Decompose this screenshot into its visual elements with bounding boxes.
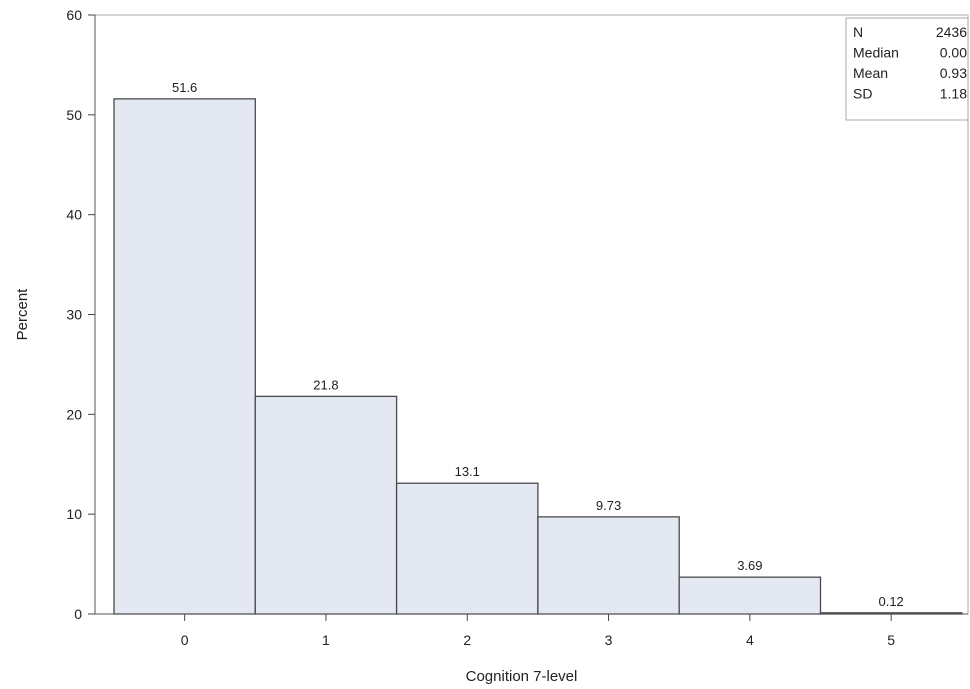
y-tick-label: 50 (66, 107, 82, 123)
stats-value: 2436 (936, 24, 967, 40)
bar-labels-layer: 51.6 21.8 13.1 9.73 3.69 0.12 (172, 80, 904, 609)
stats-value: 1.18 (940, 86, 967, 102)
bar-data-label: 9.73 (596, 498, 621, 513)
stats-label: N (853, 24, 863, 40)
stats-box-frame (845, 17, 969, 121)
bar-3 (537, 516, 680, 615)
x-axis-label: Cognition 7-level (466, 668, 578, 685)
stats-box: N 2436 Median 0.00 Mean 0.93 SD 1.18 (845, 17, 969, 121)
bar-1 (254, 395, 398, 615)
stats-value: 0.93 (940, 65, 967, 81)
stats-label: Median (853, 45, 899, 61)
bar-0 (113, 98, 256, 615)
bar-4 (678, 576, 822, 615)
x-tick-label: 2 (463, 632, 471, 648)
y-tick-label: 30 (66, 307, 82, 323)
stats-label: SD (853, 86, 872, 102)
x-tick-label: 3 (605, 632, 613, 648)
x-tick-label: 0 (181, 632, 189, 648)
y-tick-label: 60 (66, 7, 82, 23)
bar-data-label: 3.69 (737, 558, 762, 573)
bar-2 (395, 482, 539, 615)
bars-layer (113, 98, 963, 615)
x-tick-label: 5 (887, 632, 895, 648)
bar-data-label: 0.12 (878, 594, 903, 609)
y-tick-label: 10 (66, 506, 82, 522)
x-tick-label: 1 (322, 632, 330, 648)
bar-data-label: 13.1 (455, 464, 480, 479)
y-tick-label: 0 (74, 606, 82, 622)
y-tick-label: 40 (66, 207, 82, 223)
stats-value: 0.00 (940, 45, 967, 61)
x-tick-label: 4 (746, 632, 754, 648)
stats-label: Mean (853, 65, 888, 81)
y-axis-label: Percent (14, 288, 31, 341)
y-tick-label: 20 (66, 406, 82, 422)
bar-data-label: 21.8 (313, 377, 338, 392)
bar-data-label: 51.6 (172, 80, 197, 95)
